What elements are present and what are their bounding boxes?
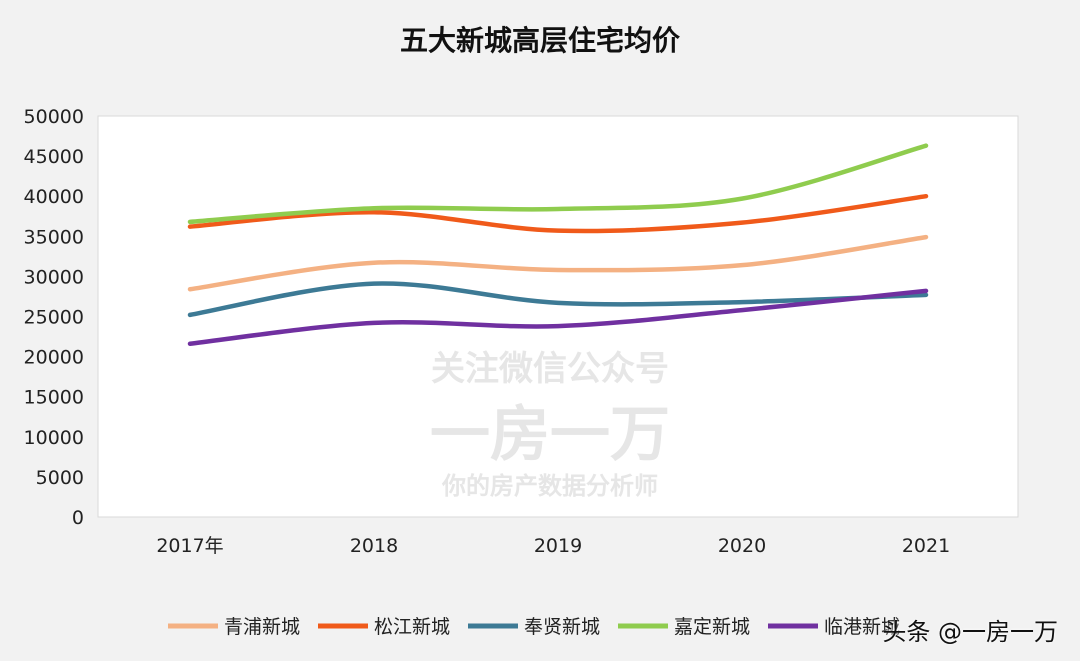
legend-label: 嘉定新城 bbox=[674, 616, 750, 638]
x-tick-label: 2019 bbox=[534, 535, 582, 557]
y-tick-label: 45000 bbox=[24, 146, 84, 168]
series-line-0 bbox=[187, 234, 929, 292]
series-line-2 bbox=[187, 281, 929, 318]
series-line-4 bbox=[187, 288, 929, 347]
y-tick-label: 5000 bbox=[36, 467, 84, 489]
x-tick-label: 2017年 bbox=[156, 535, 223, 557]
watermark-line2: 一房一万 bbox=[430, 400, 670, 470]
series-line-3 bbox=[187, 143, 929, 225]
legend-label: 临港新城 bbox=[824, 616, 900, 638]
y-tick-label: 35000 bbox=[24, 226, 84, 248]
chart-title: 五大新城高层住宅均价 bbox=[400, 24, 681, 57]
y-tick-label: 30000 bbox=[24, 266, 84, 288]
y-tick-label: 20000 bbox=[24, 347, 84, 369]
legend-label: 奉贤新城 bbox=[524, 616, 600, 638]
legend-label: 青浦新城 bbox=[224, 616, 300, 638]
watermark: 关注微信公众号 一房一万 你的房产数据分析师 bbox=[430, 349, 670, 500]
y-tick-label: 0 bbox=[72, 507, 84, 529]
y-tick-label: 10000 bbox=[24, 427, 84, 449]
x-tick-label: 2020 bbox=[718, 535, 766, 557]
x-tick-label: 2021 bbox=[902, 535, 950, 557]
watermark-line1: 关注微信公众号 bbox=[431, 349, 669, 389]
y-tick-label: 15000 bbox=[24, 387, 84, 409]
watermark-line3: 你的房产数据分析师 bbox=[441, 472, 658, 500]
legend-label: 松江新城 bbox=[374, 616, 450, 638]
y-tick-label: 25000 bbox=[24, 307, 84, 329]
y-tick-label: 40000 bbox=[24, 186, 84, 208]
plot-area bbox=[97, 115, 1019, 518]
x-tick-label: 2018 bbox=[350, 535, 398, 557]
overlay-credit: 头条 @一房一万 bbox=[882, 618, 1058, 646]
y-tick-label: 50000 bbox=[24, 106, 84, 128]
series-line-1 bbox=[187, 193, 929, 234]
